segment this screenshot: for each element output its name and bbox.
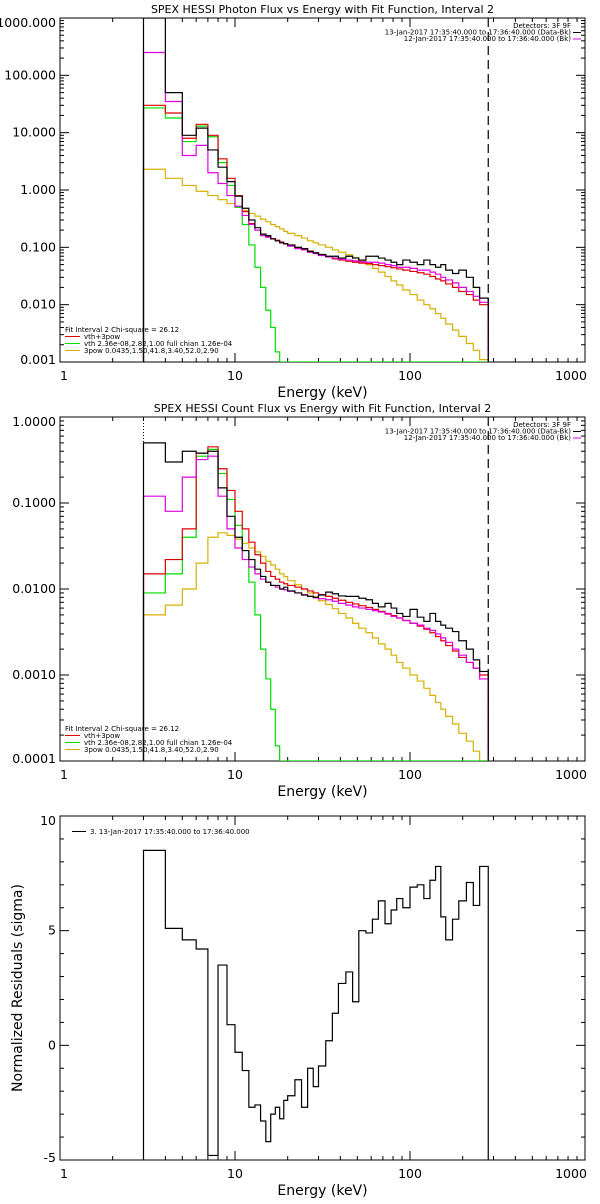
- series-line-0: [142, 849, 489, 1160]
- x-tick-label: 1: [60, 368, 68, 383]
- header-text: Detectors: 3F 9F: [513, 421, 571, 429]
- series-line-2: [142, 446, 489, 761]
- x-tick-label: 1000: [555, 1166, 587, 1181]
- legend-entry: 3pow 0.0435,1.50,41.8,3.40,52.0,2.90: [84, 347, 219, 355]
- y-tick-label: 10: [40, 813, 56, 828]
- plot-frame: [59, 815, 586, 1161]
- legend-entry: vth 2.36e-08,2.82,1.00 full chian 1.26e-…: [84, 340, 233, 348]
- y-tick-label: 100.000: [4, 67, 56, 82]
- x-tick-label: 100: [398, 368, 422, 383]
- series-line-4: [142, 532, 489, 761]
- fit-legend-title: Fit Interval 2 Chi-square = 26.12: [65, 725, 179, 733]
- fit-legend-title: Fit Interval 2 Chi-square = 26.12: [65, 326, 179, 334]
- y-tick-label: 0.0010: [12, 667, 56, 682]
- series-line-0: [142, 442, 489, 761]
- plot-series-group: [142, 849, 489, 1160]
- header-text: 13-Jan-2017 17:35:40.000 to 17:36:40.000…: [385, 428, 572, 436]
- x-tick-label: 1000: [555, 368, 587, 383]
- y-tick-label: 0.0001: [12, 751, 56, 766]
- y-tick-label: 1.000: [20, 182, 56, 197]
- y-axis-label: Normalized Residuals (sigma): [10, 884, 26, 1092]
- plot-series-group: [142, 18, 489, 362]
- y-tick-label: 0: [48, 1037, 56, 1052]
- x-tick-label: 1: [60, 1166, 68, 1181]
- y-tick-label: 5: [48, 923, 56, 938]
- legend-entry: vth 2.36e-08,2.82,1.00 full chian 1.26e-…: [84, 739, 233, 747]
- x-tick-label: 100: [398, 767, 422, 782]
- x-tick-label: 1: [60, 767, 68, 782]
- x-axis-label: Energy (keV): [277, 385, 367, 401]
- y-tick-label: 0.100: [20, 239, 56, 254]
- header-text: Detectors: 3F 9F: [513, 22, 571, 30]
- x-tick-label: 10: [227, 368, 243, 383]
- x-tick-label: 1000: [555, 767, 587, 782]
- y-tick-label: 0.0100: [12, 581, 56, 596]
- series-line-0: [142, 18, 489, 362]
- x-axis-label: Energy (keV): [277, 784, 367, 800]
- series-line-4: [142, 168, 489, 362]
- series-line-1: [142, 455, 489, 761]
- x-tick-label: 10: [227, 767, 243, 782]
- y-tick-label: -5: [44, 1150, 56, 1165]
- x-tick-label: 10: [227, 1166, 243, 1181]
- series-line-3: [142, 107, 489, 362]
- x-tick-label: 100: [398, 1166, 422, 1181]
- y-tick-label: 10.000: [12, 125, 56, 140]
- plot-frame: [59, 416, 586, 762]
- header-text: 12-Jan-2017 17:35:40.000 to 17:36:40.000…: [404, 35, 572, 43]
- legend-entry: 3. 13-Jan-2017 17:35:40.000 to 17:36:40.…: [90, 828, 250, 836]
- y-tick-label: 1000.000: [0, 15, 56, 30]
- series-line-1: [142, 51, 489, 362]
- y-tick-label: 0.001: [20, 352, 56, 367]
- chart-title: SPEX HESSI Count Flux vs Energy with Fit…: [154, 402, 491, 415]
- plot-series-group: [142, 417, 489, 761]
- header-text: 12-Jan-2017 17:35:40.000 to 17:36:40.000…: [404, 434, 572, 442]
- x-axis-label: Energy (keV): [277, 1183, 367, 1199]
- legend-entry: vth+3pow: [84, 333, 120, 341]
- series-line-3: [142, 448, 489, 761]
- header-text: 13-Jan-2017 17:35:40.000 to 17:36:40.000…: [385, 29, 572, 37]
- y-tick-label: 1.0000: [12, 414, 56, 429]
- plot-frame: [59, 17, 586, 363]
- chart-title: SPEX HESSI Photon Flux vs Energy with Fi…: [151, 3, 494, 16]
- y-tick-label: 0.1000: [12, 495, 56, 510]
- legend-entry: 3pow 0.0435,1.50,41.8,3.40,52.0,2.90: [84, 746, 219, 754]
- legend-entry: vth+3pow: [84, 732, 120, 740]
- series-line-2: [142, 104, 489, 362]
- y-tick-label: 0.010: [20, 297, 56, 312]
